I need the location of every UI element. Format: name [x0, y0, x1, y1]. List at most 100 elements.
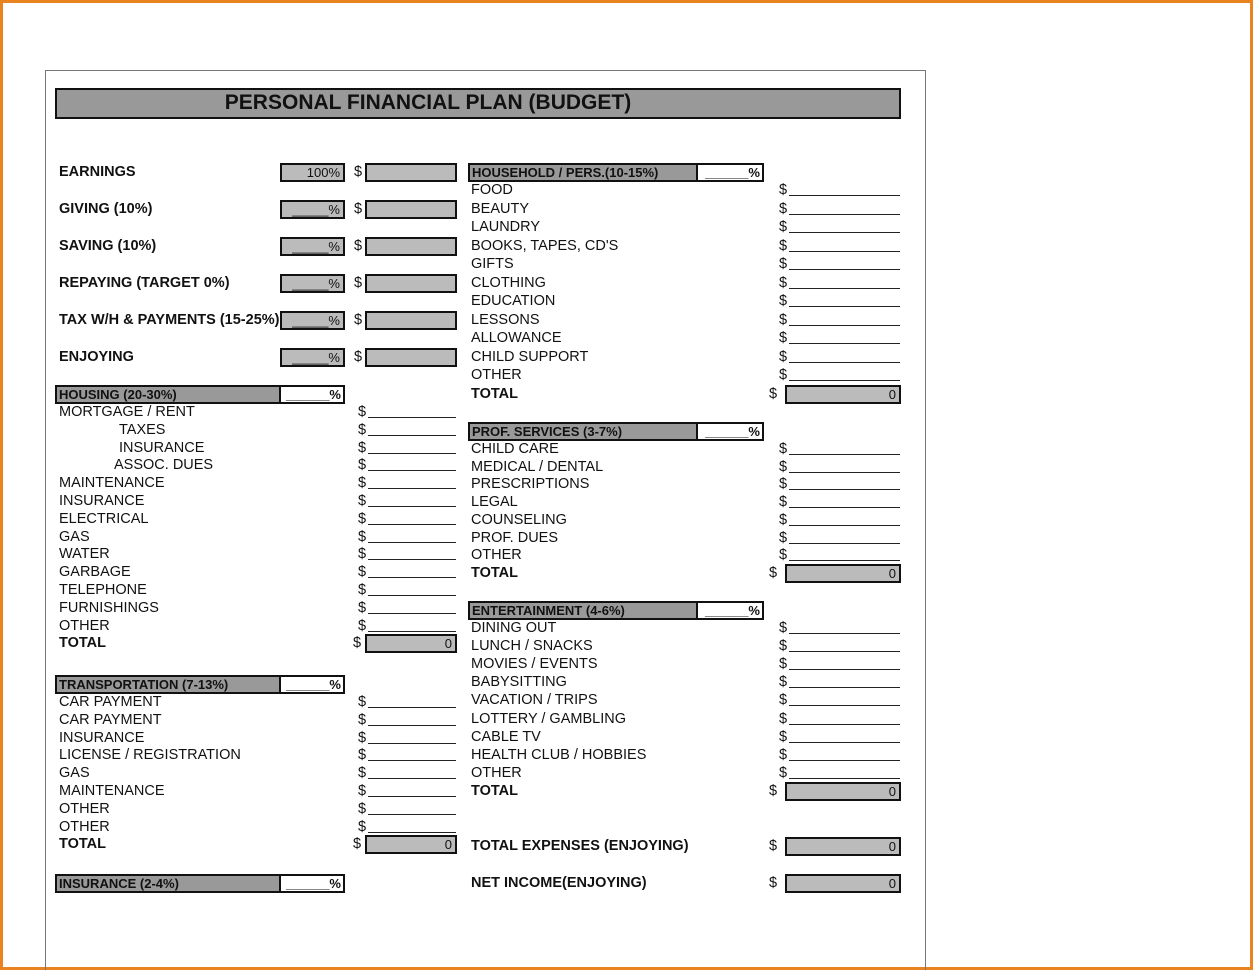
line-item-amount-field[interactable] — [368, 748, 456, 762]
line-item-label: LUNCH / SNACKS — [471, 638, 593, 655]
line-item-amount-field[interactable] — [789, 513, 900, 526]
line-item-amount-field[interactable] — [789, 276, 900, 289]
summary-label: SAVING (10%) — [59, 238, 157, 254]
currency-symbol: $ — [779, 256, 788, 272]
currency-symbol: $ — [779, 692, 788, 709]
line-item-amount-field[interactable] — [368, 820, 456, 833]
total-field: 0 — [785, 781, 901, 801]
line-item-amount-field[interactable] — [789, 220, 900, 233]
percent-field[interactable]: _____% — [280, 274, 345, 293]
line-item-amount-field[interactable] — [368, 802, 456, 815]
currency-symbol: $ — [358, 694, 367, 710]
line-item-label: MAINTENANCE — [59, 475, 165, 492]
section-percent-field[interactable]: ______% — [696, 424, 762, 439]
line-item-label: OTHER — [59, 800, 110, 817]
section-percent-field[interactable]: ______% — [279, 876, 343, 891]
line-item-amount-field[interactable] — [789, 183, 900, 196]
amount-field[interactable] — [365, 200, 457, 219]
grand-total-field: 0 — [785, 874, 901, 893]
line-item-amount-field[interactable] — [789, 531, 900, 544]
line-item-amount-field[interactable] — [368, 619, 456, 632]
line-item-amount-field[interactable] — [368, 583, 456, 596]
currency-symbol: $ — [354, 238, 363, 254]
grand-total-label: TOTAL EXPENSES (ENJOYING) — [471, 838, 689, 854]
line-item-amount-field[interactable] — [368, 494, 456, 507]
currency-symbol: $ — [358, 783, 367, 799]
section-percent-field[interactable]: ______% — [279, 677, 343, 692]
line-item-amount-field[interactable] — [368, 713, 456, 726]
percent-field[interactable]: _____% — [280, 200, 345, 219]
line-item-amount-field[interactable] — [368, 601, 456, 614]
currency-symbol: $ — [358, 617, 367, 634]
line-item-amount-field[interactable] — [368, 458, 456, 472]
line-item-label: ELECTRICAL — [59, 510, 149, 527]
line-item-amount-field[interactable] — [368, 547, 456, 561]
line-item-amount-field[interactable] — [789, 257, 900, 270]
line-item-amount-field[interactable] — [789, 477, 900, 491]
line-item-amount-field[interactable] — [789, 350, 900, 363]
amount-field[interactable] — [365, 348, 457, 367]
line-item-amount-field[interactable] — [789, 548, 900, 562]
line-item-amount-field[interactable] — [368, 405, 456, 418]
section-percent-field[interactable]: ______% — [696, 603, 762, 618]
currency-symbol: $ — [358, 457, 367, 474]
amount-field[interactable] — [365, 311, 457, 330]
line-item-amount-field[interactable] — [368, 731, 456, 744]
line-item-amount-field[interactable] — [789, 748, 900, 761]
line-item-amount-field[interactable] — [789, 712, 900, 725]
line-item-amount-field[interactable] — [789, 368, 900, 381]
section-title: TRANSPORTATION (7-13%) — [57, 677, 279, 692]
section-percent-field[interactable]: ______% — [279, 387, 343, 402]
line-item-label: EDUCATION — [471, 293, 556, 309]
line-item-amount-field[interactable] — [368, 565, 456, 579]
line-item-amount-field[interactable] — [789, 730, 900, 743]
total-field: 0 — [365, 634, 457, 654]
line-item-amount-field[interactable] — [789, 495, 900, 509]
line-item-label: MEDICAL / DENTAL — [471, 458, 604, 475]
amount-field[interactable] — [365, 163, 457, 182]
line-item-label: MAINTENANCE — [59, 783, 165, 799]
line-item-label: HEALTH CLUB / HOBBIES — [471, 746, 647, 763]
percent-field[interactable]: _____% — [280, 311, 345, 330]
currency-symbol: $ — [358, 421, 367, 438]
line-item-amount-field[interactable] — [789, 675, 900, 689]
line-item-amount-field[interactable] — [368, 784, 456, 797]
line-item-amount-field[interactable] — [789, 766, 900, 779]
line-item-amount-field[interactable] — [789, 294, 900, 307]
percent-field[interactable]: _____% — [280, 237, 345, 256]
line-item-label: LEGAL — [471, 494, 518, 511]
line-item-amount-field[interactable] — [789, 442, 900, 455]
line-item-amount-field[interactable] — [789, 239, 900, 252]
line-item-amount-field[interactable] — [368, 695, 456, 708]
amount-field[interactable] — [365, 237, 457, 256]
currency-symbol: $ — [354, 349, 363, 365]
line-item-amount-field[interactable] — [789, 460, 900, 473]
line-item-amount-field[interactable] — [789, 639, 900, 653]
currency-symbol: $ — [358, 765, 367, 782]
currency-symbol: $ — [769, 564, 778, 581]
line-item-amount-field[interactable] — [368, 441, 456, 454]
percent-field[interactable]: 100% — [280, 163, 345, 182]
amount-field[interactable] — [365, 274, 457, 293]
line-item-amount-field[interactable] — [368, 530, 456, 543]
line-item-amount-field[interactable] — [789, 657, 900, 671]
currency-symbol: $ — [779, 710, 788, 727]
grand-total-field: 0 — [785, 837, 901, 856]
line-item-amount-field[interactable] — [789, 621, 900, 634]
currency-symbol: $ — [358, 711, 367, 728]
section-percent-field[interactable]: ______% — [696, 165, 762, 180]
section-header: HOUSING (20-30%) ______% — [55, 385, 345, 404]
line-item-label: GARBAGE — [59, 564, 131, 581]
line-item-amount-field[interactable] — [789, 331, 900, 344]
line-item-amount-field[interactable] — [789, 202, 900, 215]
line-item-amount-field[interactable] — [789, 313, 900, 326]
line-item-amount-field[interactable] — [789, 693, 900, 707]
currency-symbol: $ — [358, 475, 367, 492]
line-item-amount-field[interactable] — [368, 423, 456, 436]
line-item-amount-field[interactable] — [368, 766, 456, 780]
percent-field[interactable]: _____% — [280, 348, 345, 367]
line-item-label: CLOTHING — [471, 274, 546, 291]
line-item-amount-field[interactable] — [368, 476, 456, 490]
section-title: HOUSING (20-30%) — [57, 387, 279, 402]
line-item-amount-field[interactable] — [368, 512, 456, 525]
